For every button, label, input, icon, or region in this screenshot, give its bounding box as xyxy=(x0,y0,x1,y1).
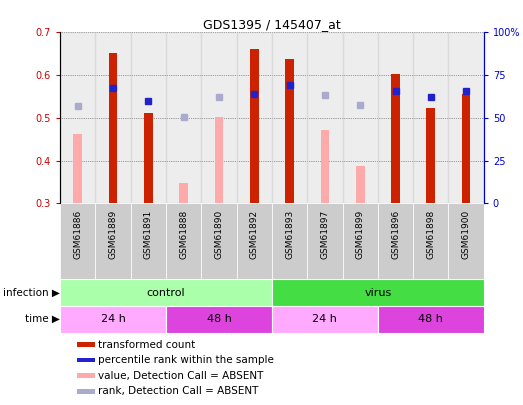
Bar xyxy=(95,203,131,279)
Bar xyxy=(144,113,153,203)
Bar xyxy=(214,117,223,203)
Bar xyxy=(77,343,95,347)
Bar xyxy=(77,358,95,362)
Text: transformed count: transformed count xyxy=(98,340,195,350)
Bar xyxy=(131,32,166,203)
Bar xyxy=(307,203,343,279)
Text: GSM61886: GSM61886 xyxy=(73,209,82,259)
Bar xyxy=(449,203,484,279)
Bar xyxy=(60,203,95,279)
Bar xyxy=(201,32,236,203)
Bar xyxy=(449,32,484,203)
Text: GSM61898: GSM61898 xyxy=(426,209,435,259)
Text: GSM61892: GSM61892 xyxy=(250,209,259,258)
Text: GSM61900: GSM61900 xyxy=(462,209,471,259)
Bar xyxy=(356,166,365,203)
Text: GSM61889: GSM61889 xyxy=(109,209,118,259)
Bar xyxy=(166,32,201,203)
Bar xyxy=(131,203,166,279)
Text: rank, Detection Call = ABSENT: rank, Detection Call = ABSENT xyxy=(98,386,258,396)
Bar xyxy=(95,32,131,203)
Text: virus: virus xyxy=(364,288,392,298)
Text: 24 h: 24 h xyxy=(100,314,126,324)
Bar xyxy=(236,32,272,203)
Text: GSM61897: GSM61897 xyxy=(321,209,329,259)
Bar xyxy=(60,306,166,333)
Text: 48 h: 48 h xyxy=(418,314,444,324)
Bar xyxy=(391,74,400,203)
Bar xyxy=(236,203,272,279)
Text: control: control xyxy=(147,288,185,298)
Text: GSM61890: GSM61890 xyxy=(214,209,223,259)
Bar xyxy=(343,32,378,203)
Bar xyxy=(272,203,308,279)
Bar xyxy=(166,306,272,333)
Text: percentile rank within the sample: percentile rank within the sample xyxy=(98,355,274,365)
Text: GSM61893: GSM61893 xyxy=(285,209,294,259)
Bar xyxy=(272,306,378,333)
Bar xyxy=(60,32,95,203)
Bar xyxy=(77,389,95,394)
Bar xyxy=(272,32,308,203)
Text: 48 h: 48 h xyxy=(207,314,232,324)
Text: GSM61896: GSM61896 xyxy=(391,209,400,259)
Bar xyxy=(413,203,449,279)
Bar xyxy=(250,49,259,203)
Bar xyxy=(179,183,188,203)
Text: GSM61891: GSM61891 xyxy=(144,209,153,259)
Text: 24 h: 24 h xyxy=(312,314,337,324)
Bar xyxy=(413,32,449,203)
Bar xyxy=(285,59,294,203)
Bar xyxy=(201,203,236,279)
Bar xyxy=(462,94,471,203)
Bar xyxy=(321,130,329,203)
Title: GDS1395 / 145407_at: GDS1395 / 145407_at xyxy=(203,18,341,31)
Bar xyxy=(60,279,272,306)
Text: GSM61899: GSM61899 xyxy=(356,209,365,259)
Bar xyxy=(73,134,82,203)
Bar xyxy=(343,203,378,279)
Bar xyxy=(378,32,413,203)
Text: value, Detection Call = ABSENT: value, Detection Call = ABSENT xyxy=(98,371,263,381)
Bar xyxy=(378,306,484,333)
Bar xyxy=(426,108,435,203)
Bar xyxy=(272,279,484,306)
Bar xyxy=(77,373,95,378)
Bar xyxy=(307,32,343,203)
Bar xyxy=(378,203,413,279)
Bar xyxy=(109,53,118,203)
Text: infection ▶: infection ▶ xyxy=(3,288,60,298)
Text: time ▶: time ▶ xyxy=(25,314,60,324)
Text: GSM61888: GSM61888 xyxy=(179,209,188,259)
Bar xyxy=(166,203,201,279)
